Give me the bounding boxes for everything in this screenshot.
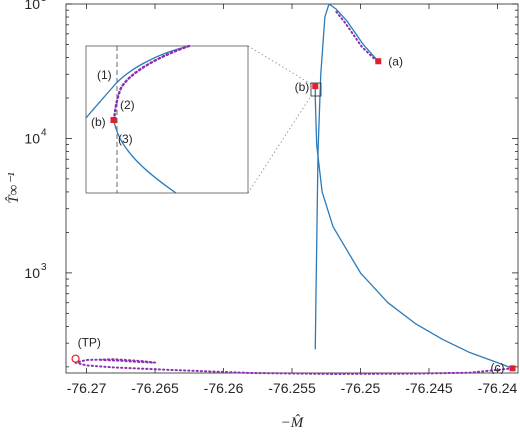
y-tick-label: 10	[24, 0, 40, 12]
inset-label-b: (b)	[91, 115, 106, 129]
inset-marker-b	[110, 117, 117, 123]
y-axis: 103104105	[24, 0, 518, 368]
x-tick-label: -76.245	[405, 380, 453, 396]
series-line-1	[314, 86, 513, 369]
x-tick-label: -76.255	[268, 380, 316, 396]
connector-line-bottom	[247, 95, 312, 194]
y-tick-exponent: 5	[41, 0, 47, 4]
inset-label-3: (3)	[118, 132, 133, 146]
marker-label: (TP)	[78, 336, 101, 350]
y-tick-exponent: 3	[41, 262, 47, 273]
inset-branch-3	[113, 119, 177, 194]
marker-label: (b)	[295, 80, 310, 94]
series-layer	[74, 3, 514, 375]
y-tick-exponent: 4	[41, 127, 47, 138]
inset-label-1: (1)	[97, 68, 112, 82]
x-axis-title: −M̂	[281, 415, 305, 431]
x-tick-label: -76.26	[204, 380, 244, 396]
marker-point	[509, 365, 516, 372]
y-axis-title: T̂∞⁻¹	[6, 172, 22, 204]
x-axis: -76.27 -76.265 -76.26 -76.255 -76.25 -76.245 -…	[67, 4, 518, 396]
inset: (1) (2) (3) (b)	[85, 44, 249, 194]
marker-point	[312, 83, 319, 90]
inset-label-2: (2)	[120, 98, 135, 112]
inset-branch-1	[85, 45, 191, 119]
marker-point	[375, 58, 382, 65]
marker-tp	[71, 354, 80, 363]
zoom-box	[310, 82, 322, 97]
marker-label: (a)	[388, 54, 403, 68]
series-line-3	[74, 358, 514, 375]
connector-line-top	[247, 45, 312, 85]
x-tick-label: -76.27	[67, 380, 107, 396]
x-tick-label: -76.265	[131, 380, 179, 396]
y-tick-label: 10	[24, 130, 40, 146]
marker-layer: (a) (b) (c) (TP)	[71, 54, 516, 374]
series-line-0	[314, 3, 379, 350]
inset-branch-2	[112, 44, 191, 122]
x-tick-label: -76.25	[341, 380, 381, 396]
series-line-2	[333, 8, 378, 63]
y-tick-label: 10	[24, 265, 40, 281]
marker-label: (c)	[491, 360, 505, 374]
inset-connectors	[247, 45, 322, 194]
x-tick-label: -76.24	[478, 380, 518, 396]
